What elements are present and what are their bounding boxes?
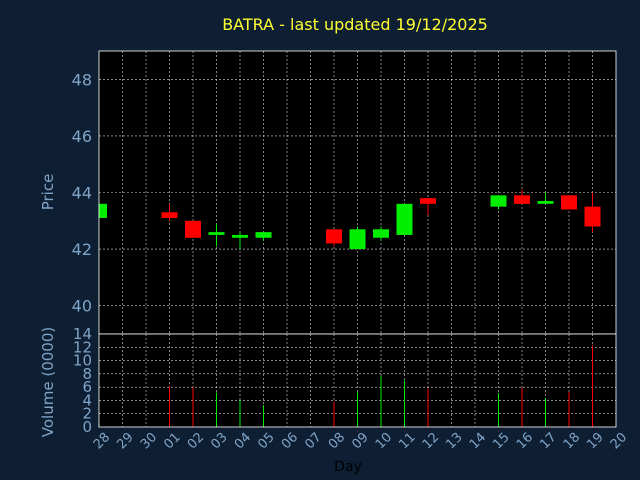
price-tick-label: 48: [72, 70, 92, 89]
volume-tick-label: 8: [82, 365, 92, 383]
volume-tick-label: 4: [82, 391, 92, 409]
volume-bars: [98, 345, 593, 427]
x-axis-label: Day: [334, 459, 362, 475]
candle-body: [561, 195, 577, 210]
candle-body: [185, 220, 201, 238]
candle-body: [99, 203, 107, 218]
volume-tick-label: 6: [82, 378, 92, 396]
volume-frame: [98, 333, 617, 428]
candle-body: [161, 212, 178, 218]
candle-body: [490, 195, 507, 207]
candle-body: [232, 234, 248, 238]
candle-body: [255, 232, 272, 238]
price-tick-label: 44: [72, 184, 92, 203]
volume-tick-label: 10: [73, 352, 92, 370]
volume-tick-label: 2: [82, 405, 92, 423]
candles: [98, 189, 601, 250]
price-tick-label: 40: [72, 297, 92, 316]
candle-body: [584, 206, 601, 227]
candle-body: [396, 203, 413, 235]
candle-body: [420, 198, 436, 204]
price-axis-label: Price: [39, 174, 57, 211]
price-tick-label: 46: [72, 127, 92, 146]
price-tick-labels: 40 42 44 46 48: [72, 70, 92, 315]
volume-axis-label: Volume (0000): [39, 327, 57, 437]
candle-body: [326, 229, 342, 244]
candle-body: [514, 195, 530, 204]
candle-body: [208, 232, 225, 235]
candle-body: [537, 200, 554, 204]
price-tick-label: 42: [72, 240, 92, 259]
x-tick-labels: 28 29 30 01 02 03 04 05 06 07 08 09 10 11 12 13 14 15 16 17…: [91, 430, 630, 452]
volume-tick-label: 14: [73, 325, 92, 343]
candle-body: [349, 229, 366, 250]
candle-body: [373, 229, 389, 238]
volume-tick-label: 0: [82, 418, 92, 436]
volume-tick-label: 12: [73, 338, 92, 356]
chart-title: BATRA - last updated 19/12/2025: [222, 15, 488, 34]
